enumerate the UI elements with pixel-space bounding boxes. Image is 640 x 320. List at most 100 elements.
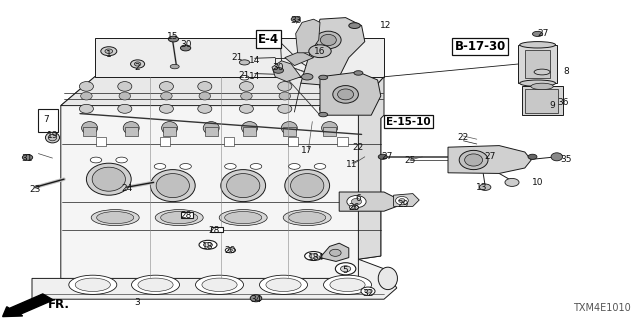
Polygon shape	[394, 194, 419, 206]
Text: 14: 14	[249, 72, 260, 81]
Text: 28: 28	[209, 226, 220, 235]
Ellipse shape	[204, 122, 219, 134]
Ellipse shape	[154, 164, 166, 169]
Ellipse shape	[347, 196, 366, 208]
Ellipse shape	[156, 210, 204, 226]
Ellipse shape	[198, 82, 212, 91]
Text: 9: 9	[550, 101, 555, 110]
Text: 19: 19	[47, 131, 58, 140]
Bar	[337, 137, 348, 146]
Ellipse shape	[239, 104, 253, 113]
Ellipse shape	[278, 82, 292, 91]
Polygon shape	[95, 38, 384, 77]
Ellipse shape	[378, 267, 397, 290]
Bar	[518, 45, 557, 83]
Bar	[163, 127, 176, 136]
Ellipse shape	[330, 249, 341, 256]
Ellipse shape	[291, 17, 300, 22]
Polygon shape	[358, 77, 384, 259]
Ellipse shape	[221, 170, 266, 202]
Text: 30: 30	[180, 40, 191, 49]
Text: 7: 7	[44, 116, 49, 124]
Ellipse shape	[520, 80, 556, 86]
Bar	[83, 127, 96, 136]
Ellipse shape	[159, 82, 173, 91]
Ellipse shape	[273, 68, 284, 73]
Ellipse shape	[396, 196, 408, 205]
Bar	[522, 86, 563, 115]
Text: 18: 18	[202, 242, 214, 251]
Ellipse shape	[378, 154, 387, 159]
Text: 25: 25	[404, 156, 415, 165]
Polygon shape	[32, 259, 397, 299]
Polygon shape	[320, 72, 381, 115]
Ellipse shape	[170, 64, 179, 69]
Ellipse shape	[319, 112, 328, 117]
Ellipse shape	[531, 83, 553, 90]
Ellipse shape	[76, 278, 111, 292]
Text: 16: 16	[314, 47, 326, 56]
Ellipse shape	[219, 210, 268, 226]
Bar	[323, 127, 336, 136]
Ellipse shape	[321, 92, 332, 100]
Ellipse shape	[319, 104, 333, 113]
Bar	[96, 137, 106, 146]
Polygon shape	[61, 77, 384, 106]
Ellipse shape	[283, 210, 332, 226]
Ellipse shape	[319, 82, 333, 91]
Text: 21: 21	[239, 71, 250, 80]
Text: 8: 8	[564, 68, 569, 76]
Ellipse shape	[505, 179, 519, 186]
Ellipse shape	[199, 240, 217, 249]
Ellipse shape	[86, 163, 131, 195]
Ellipse shape	[159, 104, 173, 113]
Text: FR.: FR.	[48, 298, 70, 311]
Ellipse shape	[520, 42, 556, 48]
Ellipse shape	[528, 154, 537, 159]
Text: 35: 35	[561, 156, 572, 164]
Text: 11: 11	[346, 160, 358, 169]
Bar	[525, 50, 550, 78]
Ellipse shape	[352, 206, 356, 209]
Ellipse shape	[150, 170, 195, 202]
Text: 24: 24	[121, 184, 132, 193]
Ellipse shape	[241, 92, 252, 100]
Text: 30: 30	[273, 63, 284, 72]
Ellipse shape	[250, 164, 262, 169]
Text: 29: 29	[397, 200, 409, 209]
Text: 31: 31	[22, 154, 33, 163]
Polygon shape	[285, 51, 314, 66]
Ellipse shape	[289, 164, 300, 169]
Ellipse shape	[309, 254, 318, 258]
Text: 27: 27	[381, 152, 393, 161]
Ellipse shape	[162, 122, 178, 134]
Ellipse shape	[118, 104, 132, 113]
Polygon shape	[61, 77, 381, 278]
Text: 1: 1	[106, 50, 111, 59]
Ellipse shape	[161, 92, 172, 100]
Text: B-17-30: B-17-30	[454, 40, 506, 53]
Text: 33: 33	[290, 16, 301, 25]
Text: 18: 18	[308, 253, 319, 262]
Polygon shape	[448, 146, 531, 173]
Ellipse shape	[101, 47, 117, 56]
Ellipse shape	[204, 243, 212, 247]
Ellipse shape	[242, 122, 258, 134]
Text: E-15-10: E-15-10	[386, 116, 431, 127]
Ellipse shape	[134, 62, 141, 66]
Bar	[181, 212, 193, 218]
Ellipse shape	[168, 36, 179, 42]
Ellipse shape	[132, 275, 179, 294]
Ellipse shape	[460, 150, 488, 170]
Ellipse shape	[321, 34, 337, 46]
Ellipse shape	[285, 170, 330, 202]
Polygon shape	[272, 61, 301, 82]
Ellipse shape	[333, 85, 358, 103]
Ellipse shape	[161, 212, 198, 224]
Ellipse shape	[349, 23, 360, 28]
Ellipse shape	[239, 60, 250, 65]
Ellipse shape	[340, 266, 351, 272]
Ellipse shape	[180, 45, 191, 51]
Ellipse shape	[289, 212, 326, 224]
Ellipse shape	[338, 89, 354, 100]
